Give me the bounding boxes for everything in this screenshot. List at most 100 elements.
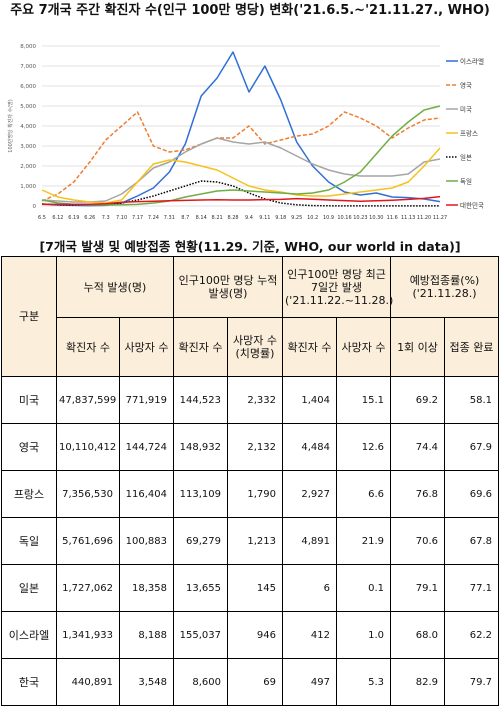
table-cell: 1,790: [227, 470, 283, 518]
table-cell: 77.1: [443, 564, 500, 612]
table-cell: 144,724: [119, 423, 174, 471]
table-cell: 4,484: [282, 423, 337, 471]
table-cell: 68.0: [390, 611, 445, 659]
x-tick-label: 7.3: [102, 215, 110, 221]
row-country: 미국: [1, 376, 57, 424]
x-tick-label: 7.31: [164, 215, 175, 221]
y-tick-label: 5,000: [20, 104, 36, 110]
subheader-cases-pm: 확진자 수: [173, 317, 228, 377]
table-row: 독일 5,761,696 100,883 69,279 1,213 4,891 21.9 70…: [1, 517, 500, 565]
x-tick-label: 9.18: [275, 215, 286, 221]
table-cell: 5,761,696: [56, 517, 120, 565]
series-line: [42, 195, 441, 206]
x-tick-label: 8.28: [227, 215, 238, 221]
header-category: 구분: [1, 256, 57, 377]
x-tick-label: 8.7: [181, 215, 189, 221]
table-cell: 69: [227, 658, 283, 706]
row-country: 일본: [1, 564, 57, 612]
row-country: 이스라엘: [1, 611, 57, 659]
row-country: 영국: [1, 423, 57, 471]
x-tick-label: 6.5: [38, 215, 46, 221]
table-cell: 18,358: [119, 564, 174, 612]
table-cell: 116,404: [119, 470, 174, 518]
x-tick-label: 11.27: [433, 215, 447, 221]
header-vaccination: 예방접종률(%) ('21.11.28.): [389, 256, 500, 318]
legend-label: 미국: [460, 105, 472, 114]
y-tick-label: 2,000: [20, 164, 36, 170]
table-cell: 771,919: [119, 376, 174, 424]
legend-label: 대한민국: [460, 201, 484, 210]
row-country: 프랑스: [1, 470, 57, 518]
x-tick-label: 6.12: [52, 215, 63, 221]
x-tick-label: 10.16: [337, 215, 351, 221]
x-tick-label: 8.21: [212, 215, 223, 221]
table-cell: 74.4: [390, 423, 445, 471]
chart-title: 주요 7개국 주간 확진자 수(인구 100만 명당) 변화('21.6.5.~…: [10, 3, 490, 18]
subheader-first-dose: 1회 이상: [390, 317, 445, 377]
x-tick-label: 6.19: [68, 215, 79, 221]
x-tick-label: 7.10: [116, 215, 127, 221]
table-cell: 497: [282, 658, 337, 706]
table-row: 프랑스 7,356,530 116,404 113,109 1,790 2,927 6.6 7…: [1, 470, 500, 518]
table-cell: 5.3: [336, 658, 391, 706]
x-tick-label: 11.13: [401, 215, 415, 221]
table-cell: 8,188: [119, 611, 174, 659]
y-tick-label: 1,000: [20, 184, 36, 190]
table-cell: 67.9: [443, 423, 500, 471]
table-cell: 2,927: [282, 470, 337, 518]
x-tick-label: 11.20: [417, 215, 431, 221]
y-tick-label: 7,000: [20, 64, 36, 70]
table-cell: 3,548: [119, 658, 174, 706]
table-cell: 13,655: [173, 564, 228, 612]
x-tick-label: 10.9: [323, 215, 334, 221]
subheader-cases: 확진자 수: [56, 317, 120, 377]
y-tick-label: 6,000: [20, 84, 36, 90]
row-country: 한국: [1, 658, 57, 706]
y-tick-label: 3,000: [20, 144, 36, 150]
table-row: 이스라엘 1,341,933 8,188 155,037 946 412 1.0 68.0 62…: [1, 611, 500, 659]
table-cell: 1,727,062: [56, 564, 120, 612]
table-cell: 79.7: [443, 658, 500, 706]
y-tick-label: 8,000: [20, 44, 36, 50]
series-line: [41, 105, 441, 206]
table-cell: 4,891: [282, 517, 337, 565]
table-cell: 62.2: [443, 611, 500, 659]
x-tick-label: 7.17: [132, 215, 143, 221]
series-line: [41, 137, 441, 203]
table-cell: 67.8: [443, 517, 500, 565]
table-cell: 2,132: [227, 423, 283, 471]
x-tick-label: 9.25: [291, 215, 302, 221]
header-per-million-cumulative: 인구100만 명당 누적발생(명): [173, 256, 283, 318]
table-cell: 1,213: [227, 517, 283, 565]
table-cell: 69.6: [443, 470, 500, 518]
header-per-million-7days: 인구100만 명당 최근 7일간 발생 ('21.11.22.~11.28.): [282, 256, 393, 318]
row-country: 독일: [1, 517, 57, 565]
x-tick-label: 10.2: [307, 215, 318, 221]
series-line: [41, 111, 441, 202]
table-row: 일본 1,727,062 18,358 13,655 145 6 0.1 79.1 77.1: [1, 564, 500, 612]
x-tick-label: 10.30: [369, 215, 383, 221]
table-cell: 76.8: [390, 470, 445, 518]
table-cell: 946: [227, 611, 283, 659]
subheader-deaths: 사망자 수: [119, 317, 174, 377]
y-tick-label: 4,000: [20, 124, 36, 130]
table-cell: 144,523: [173, 376, 228, 424]
table-cell: 58.1: [443, 376, 500, 424]
weekly-cases-line-chart: 0 1,000 2,000 3,000 4,000 5,000 6,000 7,000 8,00…: [7, 44, 484, 221]
table-cell: 79.1: [390, 564, 445, 612]
legend-label: 프랑스: [460, 130, 478, 138]
x-tick-label: 9.4: [245, 215, 253, 221]
x-tick-label: 10.23: [353, 215, 367, 221]
table-cell: 69.2: [390, 376, 445, 424]
legend-label: 영국: [460, 81, 472, 90]
table-cell: 82.9: [390, 658, 445, 706]
x-tick-label: 9.11: [259, 215, 270, 221]
table-cell: 1,404: [282, 376, 337, 424]
table-cell: 148,932: [173, 423, 228, 471]
table-cell: 10,110,412: [56, 423, 120, 471]
table-cell: 21.9: [336, 517, 391, 565]
legend-label: 독일: [460, 177, 472, 186]
table-cell: 6: [282, 564, 337, 612]
subheader-cases-7d: 확진자 수: [282, 317, 337, 377]
table-cell: 155,037: [173, 611, 228, 659]
